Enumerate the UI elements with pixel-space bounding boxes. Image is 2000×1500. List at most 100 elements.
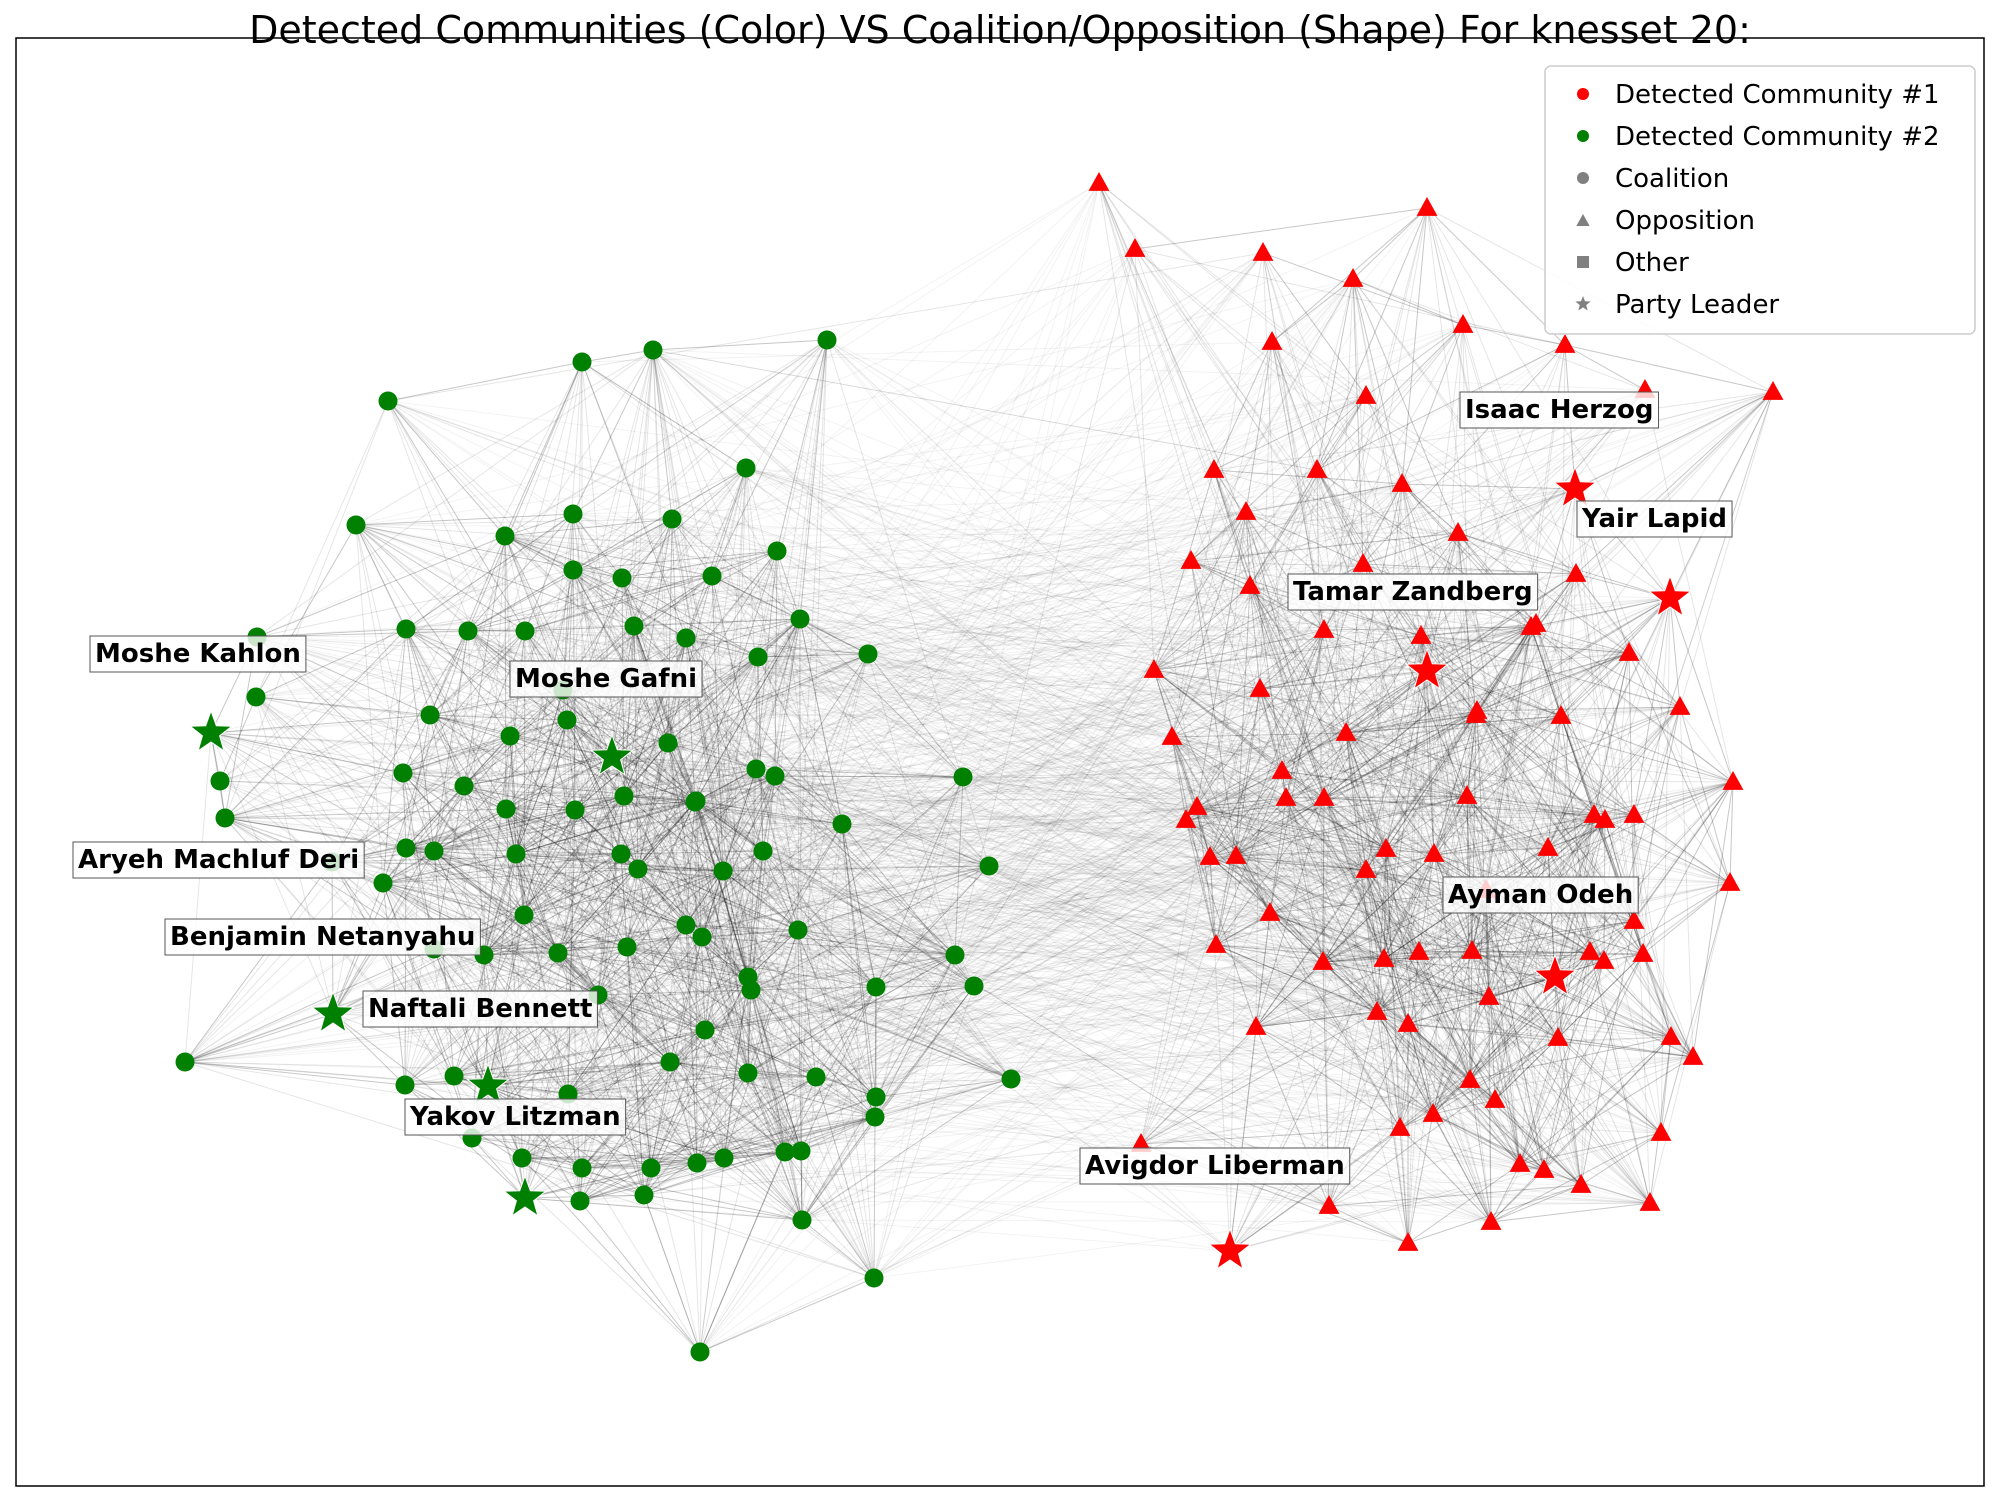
edge [1385,781,1734,850]
edge [633,625,1471,1081]
edge [483,952,559,956]
edge [671,518,1420,953]
edge [355,524,384,884]
edge [626,946,749,978]
coalition-member-node [572,1158,592,1178]
edge [210,732,757,770]
edge [1401,483,1487,891]
edge [667,669,1155,744]
edge [355,278,1354,526]
edge [567,550,778,1095]
edge [557,853,622,954]
edge [1213,469,1385,960]
edge [387,400,506,537]
edge [774,775,964,778]
edge [504,535,801,620]
edge [581,1029,706,1169]
edge [667,742,1471,1081]
edge [483,954,1434,1115]
edge [1249,585,1420,953]
edge [701,775,776,938]
edge [572,569,687,639]
edge [1476,710,1606,821]
legend-circle-marker [1577,130,1589,142]
edge [1098,182,1521,1165]
edge [962,776,1435,855]
edge [633,625,1378,1013]
edge [1580,920,1635,1186]
edge [704,563,1364,1031]
edge [694,706,1681,803]
edge [1245,511,1287,799]
edge [402,772,407,849]
edge [471,756,613,1139]
edge [1365,869,1496,1101]
edge [1490,1132,1662,1223]
edge [873,985,975,1279]
edge [1462,324,1473,952]
edge [331,861,1672,1038]
edge [557,952,817,1078]
edge [1285,797,1672,1038]
edge [652,349,1496,1101]
edge [1469,976,1556,1081]
edge [572,550,778,571]
edge [626,768,757,948]
edge [747,1072,817,1078]
edge [557,952,1672,1038]
edge [637,856,1211,870]
edge [1469,1079,1582,1186]
edge [694,801,749,978]
edge [1213,469,1378,1013]
edge [874,278,1354,1118]
edge [826,339,1734,783]
edge [747,776,964,978]
edge [581,361,876,1118]
edge [867,653,1468,797]
edge [1554,597,1671,978]
edge [1190,395,1367,562]
edge [1229,1132,1662,1252]
edge [405,847,1605,962]
edge [1171,736,1731,884]
edge [1399,1127,1409,1244]
edge [331,809,576,863]
edge [1229,912,1271,1252]
edge [1488,715,1562,998]
edge [471,511,1247,1139]
edge [685,637,869,655]
edge [1554,920,1635,978]
edge [988,865,1434,1115]
edge [1196,806,1606,821]
edge [523,914,628,948]
edge [504,535,1385,960]
edge [463,785,1468,797]
edge [1420,635,1477,716]
edge [1376,853,1435,1013]
edge [1535,573,1577,625]
edge [515,809,576,855]
edge [757,511,1247,658]
edge [696,912,1271,1164]
edge [581,618,801,1169]
edge [256,569,574,638]
edge [331,715,1562,863]
edge [504,535,1422,637]
edge [509,735,877,1098]
edge [405,628,507,810]
edge [722,870,1496,1101]
edge [579,688,1261,1202]
edge [572,513,1630,654]
legend-circle-marker [1577,172,1589,184]
edge [574,656,759,811]
edge [471,623,1537,1139]
edge [224,817,622,855]
edge [483,252,1264,956]
edge [1153,395,1367,671]
leader-name: Benjamin Netanyahu [170,922,475,952]
edge [1209,626,1532,858]
edge [1376,950,1473,1013]
edge [1426,670,1487,891]
edge [1488,920,1635,998]
